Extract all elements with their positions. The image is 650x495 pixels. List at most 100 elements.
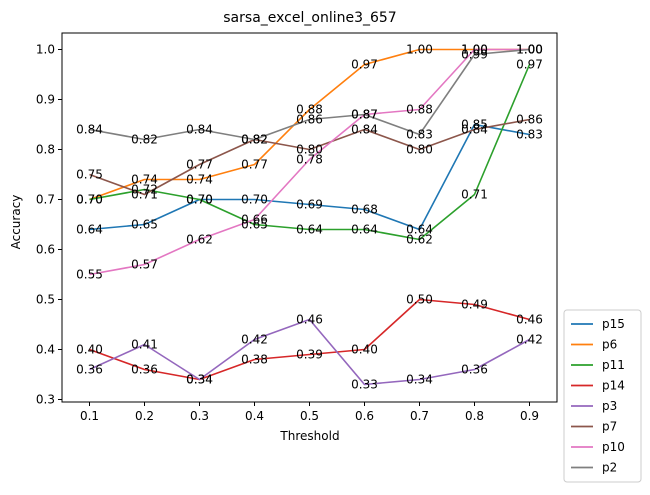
data-label: 0.64	[406, 223, 433, 237]
data-label: 0.36	[461, 363, 488, 377]
series-line-p6	[89, 48, 530, 201]
data-label: 1.00	[461, 43, 488, 57]
data-label: 0.68	[351, 203, 378, 217]
data-label: 0.85	[461, 118, 488, 132]
data-label: 0.34	[406, 373, 433, 387]
plot-area: 0.1 0.2 0.3 0.4 0.5 0.6 0.7 0.8 0.9 0.3 0.4 0.5 0.6 0…	[36, 32, 558, 423]
data-label: 0.71	[461, 188, 488, 202]
series-layer	[89, 48, 531, 386]
data-label: 0.70	[241, 193, 268, 207]
legend-label-p14: p14	[602, 379, 625, 393]
x-tick-label: 0.5	[300, 409, 319, 423]
data-label: 0.80	[406, 143, 433, 157]
series-line-p15	[89, 123, 530, 231]
x-tick-label: 0.3	[190, 409, 209, 423]
legend-label-p6: p6	[602, 338, 617, 352]
series-line-p14	[89, 298, 530, 381]
data-label: 0.78	[296, 153, 323, 167]
y-tick-label: 0.9	[36, 93, 55, 107]
data-label: 0.71	[131, 188, 158, 202]
data-label: 0.42	[241, 333, 268, 347]
data-label: 0.36	[131, 363, 158, 377]
x-tick-label: 0.6	[355, 409, 374, 423]
data-label: 0.69	[296, 198, 323, 212]
data-label: 0.49	[461, 298, 488, 312]
data-label: 0.99	[461, 48, 488, 62]
legend-frame	[563, 309, 642, 483]
data-label: 0.80	[296, 143, 323, 157]
legend-label-p7: p7	[602, 420, 617, 434]
data-label: 0.36	[76, 363, 103, 377]
data-label: 0.82	[241, 133, 268, 147]
data-label: 0.50	[406, 293, 433, 307]
data-label: 0.46	[296, 313, 323, 327]
data-label: 1.00	[516, 43, 543, 57]
y-tick-label: 0.7	[36, 193, 55, 207]
data-label: 0.34	[186, 373, 213, 387]
data-label: 0.82	[131, 133, 158, 147]
data-label: 1.00	[406, 43, 433, 57]
y-tick-label: 0.3	[36, 393, 55, 407]
legend-label-p10: p10	[602, 440, 625, 454]
data-label: 0.77	[241, 158, 268, 172]
data-label: 0.87	[351, 108, 378, 122]
data-label: 0.84	[76, 123, 103, 137]
data-label: 0.72	[131, 183, 158, 197]
legend-label-p11: p11	[602, 358, 625, 372]
data-label: 0.87	[351, 108, 378, 122]
data-label: 0.64	[76, 223, 103, 237]
data-label: 0.40	[76, 343, 103, 357]
data-label: 0.86	[516, 113, 543, 127]
data-label: 1.00	[516, 43, 543, 57]
x-axis-label: Threshold	[279, 429, 339, 443]
x-tick-label: 0.8	[465, 409, 484, 423]
data-label: 0.41	[131, 338, 158, 352]
data-label: 0.70	[186, 193, 213, 207]
data-label: 1.00	[461, 43, 488, 57]
series-line-p7	[89, 118, 530, 196]
x-tick-label: 0.4	[245, 409, 264, 423]
data-labels: 0.64 0.65 0.70 0.70 0.69 0.68 0.64 0.85 0.83 0.70…	[76, 43, 543, 392]
series-line-p10	[89, 48, 530, 276]
legend-label-p3: p3	[602, 399, 617, 413]
data-label: 0.77	[186, 158, 213, 172]
data-label: 0.84	[351, 123, 378, 137]
data-label: 0.84	[186, 123, 213, 137]
data-label: 0.42	[516, 333, 543, 347]
y-axis-label: Accuracy	[9, 195, 23, 250]
data-label: 0.88	[406, 103, 433, 117]
data-label: 0.62	[186, 233, 213, 247]
data-label: 0.34	[186, 373, 213, 387]
x-tick-label: 0.1	[80, 409, 99, 423]
data-label: 0.83	[516, 128, 543, 142]
y-tick-label: 0.8	[36, 143, 55, 157]
data-label: 0.97	[516, 58, 543, 72]
data-label: 0.55	[76, 268, 103, 282]
data-label: 0.86	[296, 113, 323, 127]
y-tick-label: 0.5	[36, 293, 55, 307]
series-line-p3	[89, 318, 530, 386]
data-label: 0.64	[351, 223, 378, 237]
data-label: 0.33	[351, 378, 378, 392]
x-tick-label: 0.2	[135, 409, 154, 423]
data-label: 0.70	[76, 193, 103, 207]
data-label: 0.97	[351, 58, 378, 72]
x-tick-label: 0.7	[410, 409, 429, 423]
data-label: 0.74	[186, 173, 213, 187]
data-label: 0.84	[461, 123, 488, 137]
data-label: 0.66	[241, 213, 268, 227]
data-label: 0.88	[296, 103, 323, 117]
data-label: 0.39	[296, 348, 323, 362]
data-label: 0.57	[131, 258, 158, 272]
legend-label-p2: p2	[602, 461, 617, 475]
data-label: 0.65	[131, 218, 158, 232]
data-label: 0.82	[241, 133, 268, 147]
data-label: 0.70	[186, 193, 213, 207]
series-line-p11	[89, 64, 531, 241]
data-label: 1.00	[516, 43, 543, 57]
y-tick-label: 0.4	[36, 343, 55, 357]
data-label: 0.46	[516, 313, 543, 327]
y-tick-label: 1.0	[36, 43, 55, 57]
y-tick-label: 0.6	[36, 243, 55, 257]
